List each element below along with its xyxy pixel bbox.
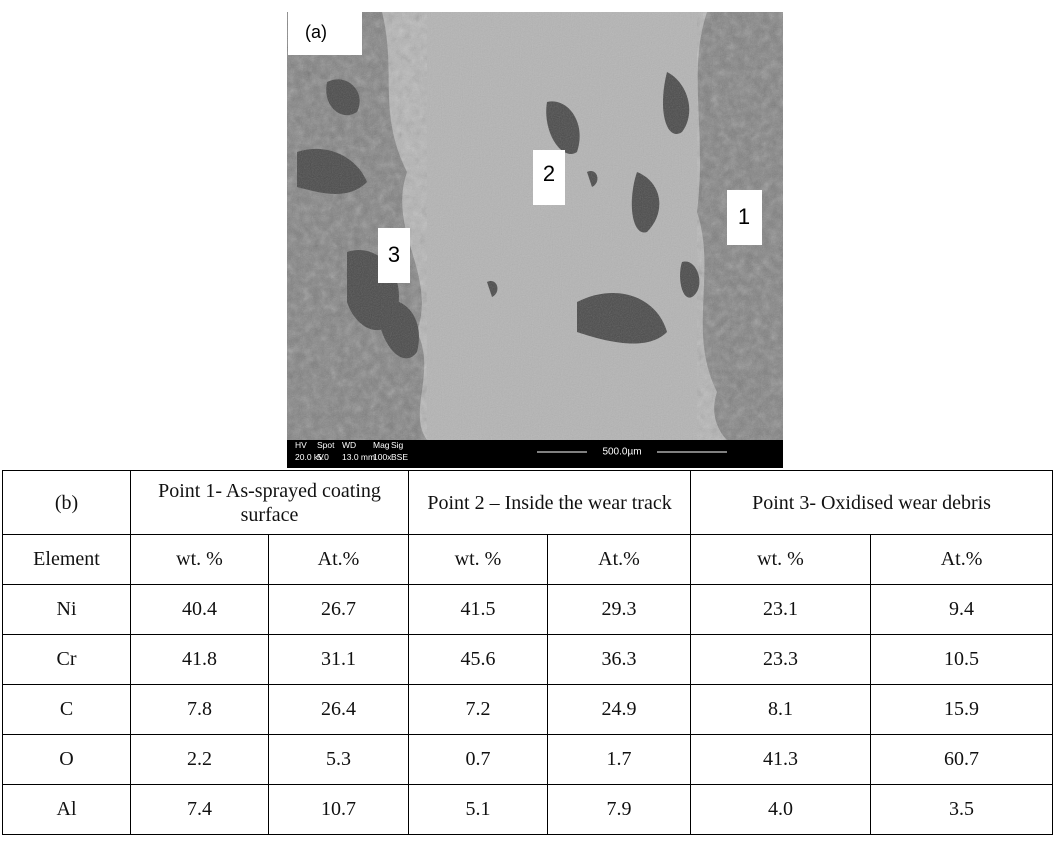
table-cell: 23.1 (691, 585, 871, 635)
table-cell: 26.4 (269, 685, 409, 735)
page: HVSpotWDMagSig20.0 kV5.013.0 mm100xBSE 5… (0, 0, 1055, 862)
table-cell: At.% (548, 535, 691, 585)
info-label: WD (342, 440, 356, 450)
table-cell: 8.1 (691, 685, 871, 735)
table-cell: 7.4 (131, 785, 269, 835)
table-cell: 31.1 (269, 635, 409, 685)
table-cell: Cr (3, 635, 131, 685)
table-cell: 9.4 (871, 585, 1053, 635)
info-label: BSE (391, 452, 408, 462)
table-cell: 5.1 (409, 785, 548, 835)
table-cell: 10.7 (269, 785, 409, 835)
table-cell: 24.9 (548, 685, 691, 735)
table-cell: 0.7 (409, 735, 548, 785)
table-cell: 10.5 (871, 635, 1053, 685)
scale-bar-label: 500.0µm (602, 447, 641, 458)
info-label: Spot (317, 440, 335, 450)
table-cell: 60.7 (871, 735, 1053, 785)
table-cell: At.% (269, 535, 409, 585)
info-label: HV (295, 440, 307, 450)
table-cell: 15.9 (871, 685, 1053, 735)
point-label: 2 (543, 161, 555, 186)
table-cell: C (3, 685, 131, 735)
info-label: 100x (373, 452, 392, 462)
table-cell: O (3, 735, 131, 785)
table-cell: 29.3 (548, 585, 691, 635)
table-cell: 41.3 (691, 735, 871, 785)
table-cell: 36.3 (548, 635, 691, 685)
table-cell: 7.8 (131, 685, 269, 735)
info-label: 5.0 (317, 452, 329, 462)
table-cell: 4.0 (691, 785, 871, 835)
table-cell: 7.9 (548, 785, 691, 835)
panel-label: (a) (305, 22, 327, 42)
table-cell: wt. % (691, 535, 871, 585)
table-cell: 2.2 (131, 735, 269, 785)
info-label: 13.0 mm (342, 452, 375, 462)
info-label: Mag (373, 440, 390, 450)
point-label: 3 (388, 242, 400, 267)
table-cell: At.% (871, 535, 1053, 585)
table-cell: Point 2 – Inside the wear track (409, 471, 691, 535)
table-cell: 26.7 (269, 585, 409, 635)
table-cell: 41.5 (409, 585, 548, 635)
table-cell: 23.3 (691, 635, 871, 685)
table-cell: Al (3, 785, 131, 835)
table-cell: (b) (3, 471, 131, 535)
table-cell: Element (3, 535, 131, 585)
table-cell: 5.3 (269, 735, 409, 785)
table-cell: 3.5 (871, 785, 1053, 835)
table-cell: 1.7 (548, 735, 691, 785)
table-cell: wt. % (409, 535, 548, 585)
info-label: Sig (391, 440, 404, 450)
table-cell: 40.4 (131, 585, 269, 635)
table-cell: 41.8 (131, 635, 269, 685)
table-cell: 45.6 (409, 635, 548, 685)
table-cell: Point 1- As-sprayed coating surface (131, 471, 409, 535)
point-label: 1 (738, 204, 750, 229)
table-cell: Ni (3, 585, 131, 635)
table-cell: wt. % (131, 535, 269, 585)
table-cell: Point 3- Oxidised wear debris (691, 471, 1053, 535)
table-cell: 7.2 (409, 685, 548, 735)
